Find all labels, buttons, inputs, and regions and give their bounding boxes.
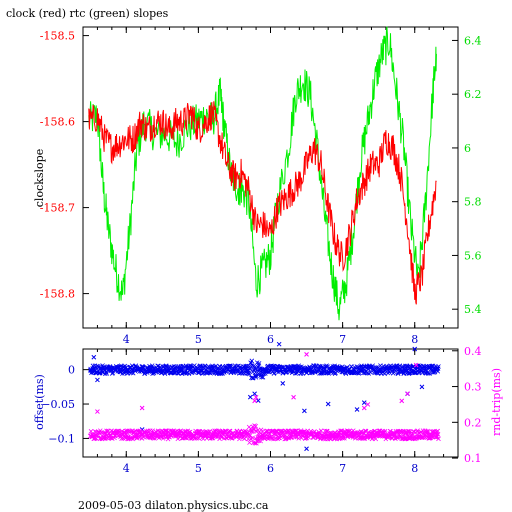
x-tick-label: 5 bbox=[195, 333, 202, 346]
right-y-tick-label: 6.2 bbox=[464, 88, 482, 101]
offset-point-outlier bbox=[304, 446, 309, 452]
clock-slope-line bbox=[88, 101, 437, 305]
round-trip-point-outlier bbox=[291, 394, 296, 400]
round-trip-point-outlier bbox=[413, 362, 419, 368]
round-trip-point-outlier bbox=[361, 405, 367, 411]
top-y-axis-label: clockslope bbox=[33, 149, 46, 207]
round-trip-point-outlier bbox=[405, 391, 410, 397]
offset-point-outlier bbox=[325, 401, 331, 407]
x-tick-label: 6 bbox=[267, 462, 274, 475]
x-tick-label: 7 bbox=[339, 462, 346, 475]
x-tick-label: 5 bbox=[195, 462, 202, 475]
offset-point-outlier bbox=[252, 391, 257, 397]
footer-caption: 2009-05-03 dilaton.physics.ubc.ca bbox=[78, 499, 269, 512]
x-tick-label: 6 bbox=[267, 333, 274, 346]
right-y-tick-label: 0.2 bbox=[464, 416, 482, 429]
rtc-slope-line bbox=[88, 26, 437, 321]
offset-points-dense bbox=[87, 358, 441, 381]
round-trip-point-outlier bbox=[304, 352, 309, 357]
round-trip-point-outlier bbox=[95, 409, 100, 414]
round-trip-point-outlier bbox=[139, 405, 145, 411]
left-y-tick-label: −0.1 bbox=[48, 432, 75, 445]
right-y-tick-label: 5.8 bbox=[464, 196, 482, 209]
bottom-right-y-axis-label: rnd-trip(ms) bbox=[490, 368, 503, 436]
left-y-tick-label: 0 bbox=[68, 364, 75, 377]
x-tick-label: 8 bbox=[411, 462, 418, 475]
round-trip-points-dense bbox=[87, 423, 441, 446]
x-tick-label: 8 bbox=[411, 333, 418, 346]
left-y-tick-label: -158.5 bbox=[40, 30, 75, 43]
right-y-tick-label: 0.1 bbox=[464, 452, 482, 465]
offset-point-outlier bbox=[276, 341, 282, 347]
left-y-tick-label: -158.8 bbox=[40, 288, 75, 301]
offset-point-outlier bbox=[280, 381, 286, 386]
right-y-tick-label: 5.4 bbox=[464, 303, 482, 316]
left-y-tick-label: −0.05 bbox=[41, 398, 75, 411]
right-y-tick-label: 6 bbox=[464, 142, 471, 155]
right-y-tick-label: 6.4 bbox=[464, 34, 482, 47]
x-tick-label: 7 bbox=[339, 333, 346, 346]
left-y-tick-label: -158.6 bbox=[40, 116, 75, 129]
offset-point-outlier bbox=[419, 384, 425, 390]
bottom-left-y-axis-label: offset(ms) bbox=[33, 374, 46, 430]
round-trip-point-outlier bbox=[399, 398, 405, 404]
x-tick-label: 4 bbox=[123, 462, 130, 475]
offset-point-outlier bbox=[95, 377, 100, 383]
left-y-tick-label: -158.7 bbox=[40, 202, 75, 215]
right-y-tick-label: 0.3 bbox=[464, 381, 482, 394]
round-trip-point-outlier bbox=[252, 398, 257, 404]
offset-point-outlier bbox=[91, 354, 97, 360]
round-trip-point-outlier bbox=[253, 394, 259, 400]
right-y-tick-label: 0.4 bbox=[464, 345, 482, 358]
offset-point-outlier bbox=[247, 394, 253, 400]
offset-point-outlier bbox=[302, 408, 307, 414]
right-y-tick-label: 5.6 bbox=[464, 249, 482, 262]
round-trip-point-outlier bbox=[365, 402, 371, 407]
x-tick-label: 4 bbox=[123, 333, 130, 346]
offset-point-outlier bbox=[412, 346, 418, 352]
chart-title: clock (red) rtc (green) slopes bbox=[6, 7, 169, 20]
offset-point-outlier bbox=[354, 407, 360, 412]
offset-point-outlier bbox=[361, 400, 367, 406]
